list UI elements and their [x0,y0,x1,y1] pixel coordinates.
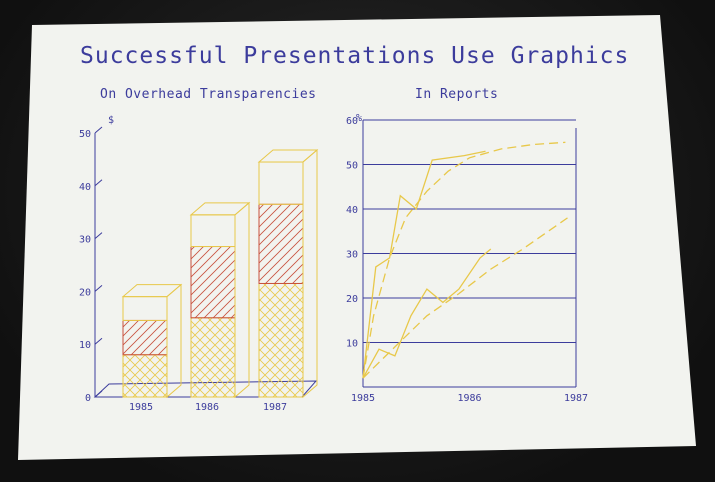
bar-y-tick-label: 50 [79,129,91,140]
line-chart-ylabel: % [356,113,362,124]
bar-y-tick-label: 10 [79,340,91,351]
line-chart-reports: In Reports % 10 20 30 40 50 60 1985 1986 1987 [346,87,588,404]
line-y-tick-label: 20 [346,294,358,305]
paper-sheet [18,15,696,460]
bar-segment [122,319,168,356]
line-series-1 [362,150,486,379]
line-x-tick-label: 1985 [351,393,375,404]
bar-column-1985 [121,283,183,399]
bar-side-face [166,283,182,399]
bar-y-tick-label: 30 [79,235,91,246]
line-y-tick-label: 30 [346,250,358,261]
bar-column-1986 [189,201,251,399]
line-y-tick-label: 10 [346,339,358,350]
line-y-tick-label: 50 [346,161,358,172]
bar-y-tick-mark [94,337,103,345]
line-y-tick-label: 60 [346,116,358,127]
bar-y-tick-mark [94,126,103,134]
bar-y-tick-label: 40 [79,182,91,193]
bar-segment [190,317,236,398]
bar-chart-ylabel: $ [108,115,114,126]
bar-chart-transparencies: On Overhead Transparencies $ 0 10 20 30 40 50… [79,87,319,413]
line-x-tick-label: 1987 [564,393,588,404]
bar-y-tick-mark [94,390,103,398]
bar-segment [258,203,304,284]
bar-y-tick-mark [94,285,103,292]
bar-category-label: 1986 [195,402,219,413]
bar-y-tick-label: 0 [85,393,91,404]
bar-category-label: 1987 [263,402,287,413]
line-x-tick-label: 1986 [457,393,481,404]
bar-y-tick-mark [94,179,103,187]
line-series-4 [362,217,568,379]
bar-segment [122,354,168,398]
line-series-2 [362,141,566,379]
page-title: Successful Presentations Use Graphics [80,43,629,69]
bar-y-tick-label: 20 [79,287,91,298]
bar-segment [190,246,236,319]
bar-chart-title: On Overhead Transparencies [100,87,317,102]
bar-y-tick-mark [94,232,103,239]
bar-column-1987 [257,148,319,399]
bar-side-face [234,201,250,399]
bar-side-face [302,148,318,399]
bar-category-label: 1985 [129,402,153,413]
line-series-3 [362,248,492,379]
bar-segment [258,282,304,398]
line-chart-title: In Reports [415,87,498,102]
line-y-tick-label: 40 [346,205,358,216]
